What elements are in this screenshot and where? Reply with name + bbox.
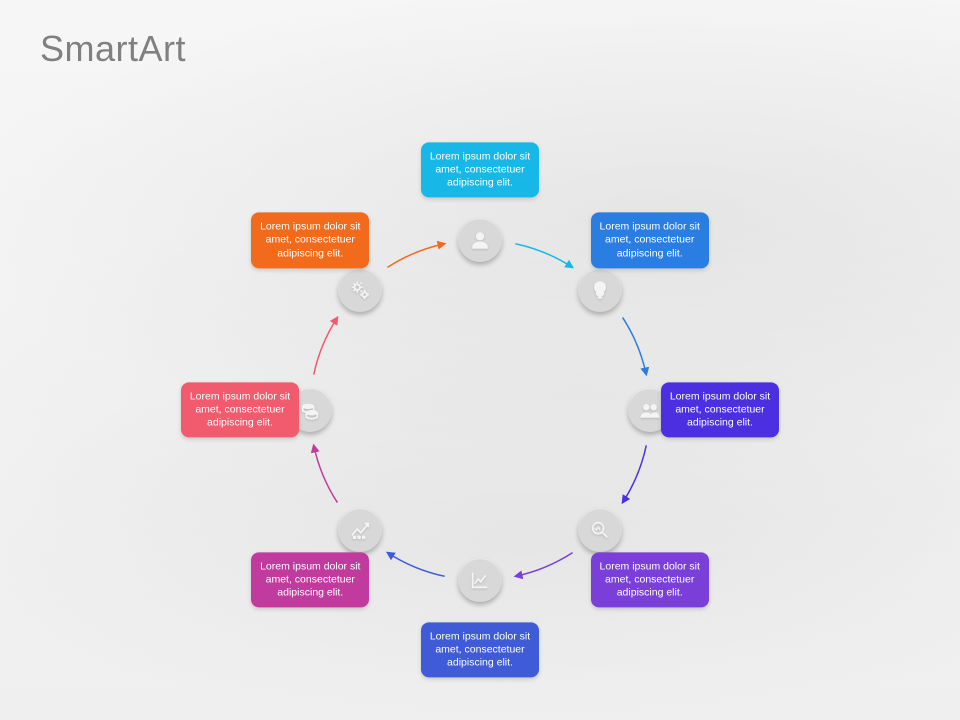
person-icon	[458, 218, 502, 262]
lightbulb-icon	[578, 268, 622, 312]
magnify-icon	[578, 508, 622, 552]
cycle-node-3: Lorem ipsum dolor sit amet, consectetuer…	[591, 552, 709, 607]
cycle-diagram: Lorem ipsum dolor sit amet, consectetuer…	[0, 0, 960, 720]
cycle-arrows	[0, 0, 960, 720]
cycle-node-4: Lorem ipsum dolor sit amet, consectetuer…	[421, 622, 539, 677]
chart-icon	[458, 558, 502, 602]
cycle-node-2: Lorem ipsum dolor sit amet, consectetuer…	[661, 382, 779, 437]
cycle-node-1: Lorem ipsum dolor sit amet, consectetuer…	[591, 213, 709, 268]
cycle-node-5: Lorem ipsum dolor sit amet, consectetuer…	[251, 552, 369, 607]
cycle-arrow-1	[623, 317, 647, 374]
cycle-arrow-0	[515, 244, 572, 268]
cycle-arrow-7	[387, 244, 444, 268]
cycle-node-7: Lorem ipsum dolor sit amet, consectetuer…	[251, 213, 369, 268]
cycle-node-0: Lorem ipsum dolor sit amet, consectetuer…	[421, 142, 539, 197]
cycle-arrow-2	[623, 445, 647, 502]
cycle-arrow-5	[314, 445, 338, 502]
gears-icon	[338, 268, 382, 312]
cycle-arrow-6	[314, 317, 338, 374]
cycle-arrow-3	[515, 553, 572, 577]
trend-icon	[338, 508, 382, 552]
cycle-arrow-4	[387, 553, 444, 577]
cycle-node-6: Lorem ipsum dolor sit amet, consectetuer…	[181, 382, 299, 437]
